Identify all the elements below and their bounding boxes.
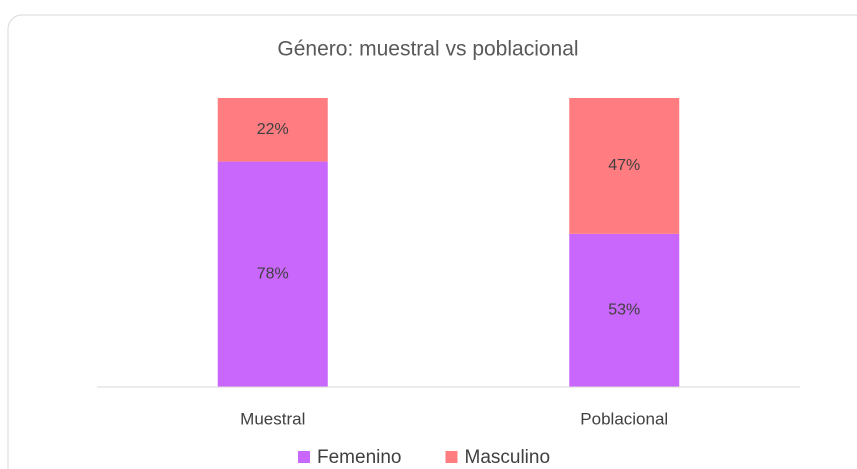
legend-label: Masculino [465, 447, 551, 468]
legend-swatch [445, 451, 458, 463]
data-label: 22% [257, 121, 289, 138]
data-label: 47% [608, 157, 640, 174]
bar-segment [569, 98, 680, 234]
x-tick-label: Muestral [240, 409, 305, 428]
x-tick-label: Poblacional [580, 409, 668, 428]
legend-swatch [298, 451, 310, 463]
chart-frame [7, 14, 857, 469]
bar-segment [217, 161, 328, 387]
bar-segment [569, 233, 680, 387]
data-label: 53% [608, 302, 640, 319]
bar-segment [217, 98, 328, 162]
data-label: 78% [257, 266, 289, 283]
legend-label: Femenino [317, 447, 402, 468]
chart-title: Género: muestral vs poblacional [277, 38, 578, 61]
